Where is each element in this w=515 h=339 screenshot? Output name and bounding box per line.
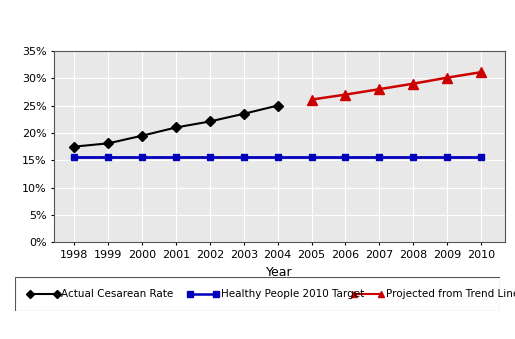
Text: Actual Cesarean Rate: Actual Cesarean Rate	[61, 289, 174, 299]
Text: www.medscape.com: www.medscape.com	[160, 13, 303, 27]
Text: Projected from Trend Line: Projected from Trend Line	[386, 289, 515, 299]
Text: Healthy People 2010 Target: Healthy People 2010 Target	[221, 289, 365, 299]
Text: Source: J Midwifery Womens Health © 2007 Elsevier Science, Inc.: Source: J Midwifery Womens Health © 2007…	[65, 322, 450, 333]
Text: Medscape®: Medscape®	[8, 13, 100, 27]
X-axis label: Year: Year	[266, 265, 293, 279]
